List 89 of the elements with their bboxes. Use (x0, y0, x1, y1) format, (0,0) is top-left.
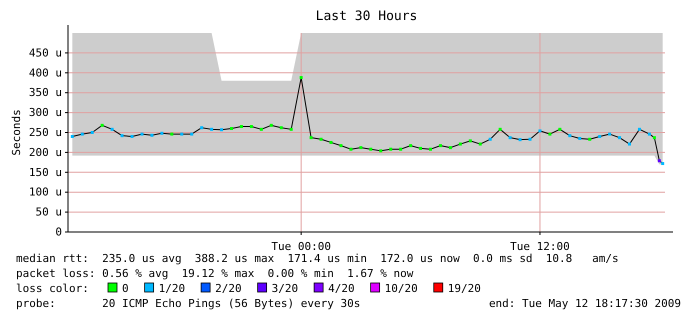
legend-label: 1/20 (158, 282, 186, 295)
x-tick-label: Tue 00:00 (271, 240, 331, 254)
y-tick-label: 100 u (28, 186, 62, 199)
point (648, 132, 651, 136)
y-tick-label: 250 u (28, 126, 62, 140)
y-tick-label: 400 u (28, 66, 62, 80)
point (310, 136, 313, 140)
point (210, 128, 214, 131)
point (200, 126, 204, 130)
point (180, 132, 184, 136)
point (240, 125, 243, 128)
point (399, 148, 402, 151)
point (638, 128, 641, 131)
legend-label: 2/20 (215, 282, 242, 295)
point (120, 134, 124, 138)
point (230, 127, 234, 130)
point (220, 128, 224, 132)
point (280, 126, 283, 130)
legend-title: loss color: (16, 282, 89, 295)
y-tick-label: 350 u (28, 86, 62, 100)
point (538, 129, 542, 132)
point (568, 134, 572, 138)
line-series (72, 77, 664, 164)
point (438, 144, 442, 148)
legend-label: 3/20 (272, 282, 298, 295)
point (458, 142, 462, 146)
legend-label: 4/20 (328, 282, 355, 295)
point (330, 140, 333, 144)
point (359, 146, 362, 150)
point (558, 128, 562, 131)
point (498, 128, 502, 131)
point (618, 136, 622, 140)
text: packet loss: 0.56 % avg 19.12 % max 0.00 % min 1.67 % now (16, 267, 414, 280)
legend-label: 10/20 (384, 282, 418, 295)
point (90, 131, 94, 134)
y-axis-title: Seconds (10, 109, 23, 156)
point (658, 159, 661, 162)
point (320, 138, 323, 141)
y-tick-label: 300 u (28, 106, 62, 120)
point (389, 148, 392, 151)
text: end: Tue May 12 18:17:30 2009 (488, 297, 681, 310)
point (369, 148, 372, 151)
y-tick-label: 50 u (36, 206, 62, 219)
y-tick-label: 450 u (28, 46, 62, 60)
chart-title: Last 30 Hours (316, 9, 418, 24)
point (548, 132, 552, 136)
point (429, 148, 432, 151)
point (70, 134, 74, 138)
text: median rtt: 235.0 us avg 388.2 us max 171.4 us min 172.0 us now 0.0 ms sd 10.8 am/s (16, 252, 619, 265)
point (140, 132, 144, 136)
point (661, 162, 664, 166)
point (628, 142, 632, 146)
y-tick-label: 150 u (28, 166, 62, 179)
point (652, 136, 656, 140)
point (190, 132, 194, 136)
point (409, 144, 412, 148)
point (160, 132, 164, 135)
point (349, 148, 352, 151)
point (528, 138, 532, 141)
point (588, 138, 592, 141)
point (270, 124, 273, 127)
point (379, 149, 382, 152)
point (578, 136, 582, 140)
point (518, 138, 522, 142)
point (80, 132, 84, 136)
y-tick-label: 0 (55, 226, 62, 239)
point (260, 128, 263, 131)
point (300, 76, 303, 80)
point (170, 132, 174, 136)
point (110, 128, 114, 131)
point (478, 142, 482, 146)
y-tick-label: 200 u (28, 146, 62, 159)
point (419, 146, 422, 150)
point (608, 132, 612, 136)
point (488, 138, 492, 141)
point (448, 146, 452, 150)
point (250, 125, 253, 128)
point (339, 144, 342, 148)
x-tick-label: Tue 12:00 (510, 240, 570, 254)
point (468, 139, 472, 142)
point (290, 128, 293, 131)
point (150, 134, 154, 137)
point (130, 134, 134, 138)
point (598, 134, 602, 138)
legend-label: 19/20 (448, 282, 481, 295)
legend-label: 0 (122, 282, 129, 295)
point (100, 124, 104, 127)
text: probe: 20 ICMP Echo Pings (56 Bytes) every 30s (16, 297, 360, 310)
point (508, 136, 512, 140)
